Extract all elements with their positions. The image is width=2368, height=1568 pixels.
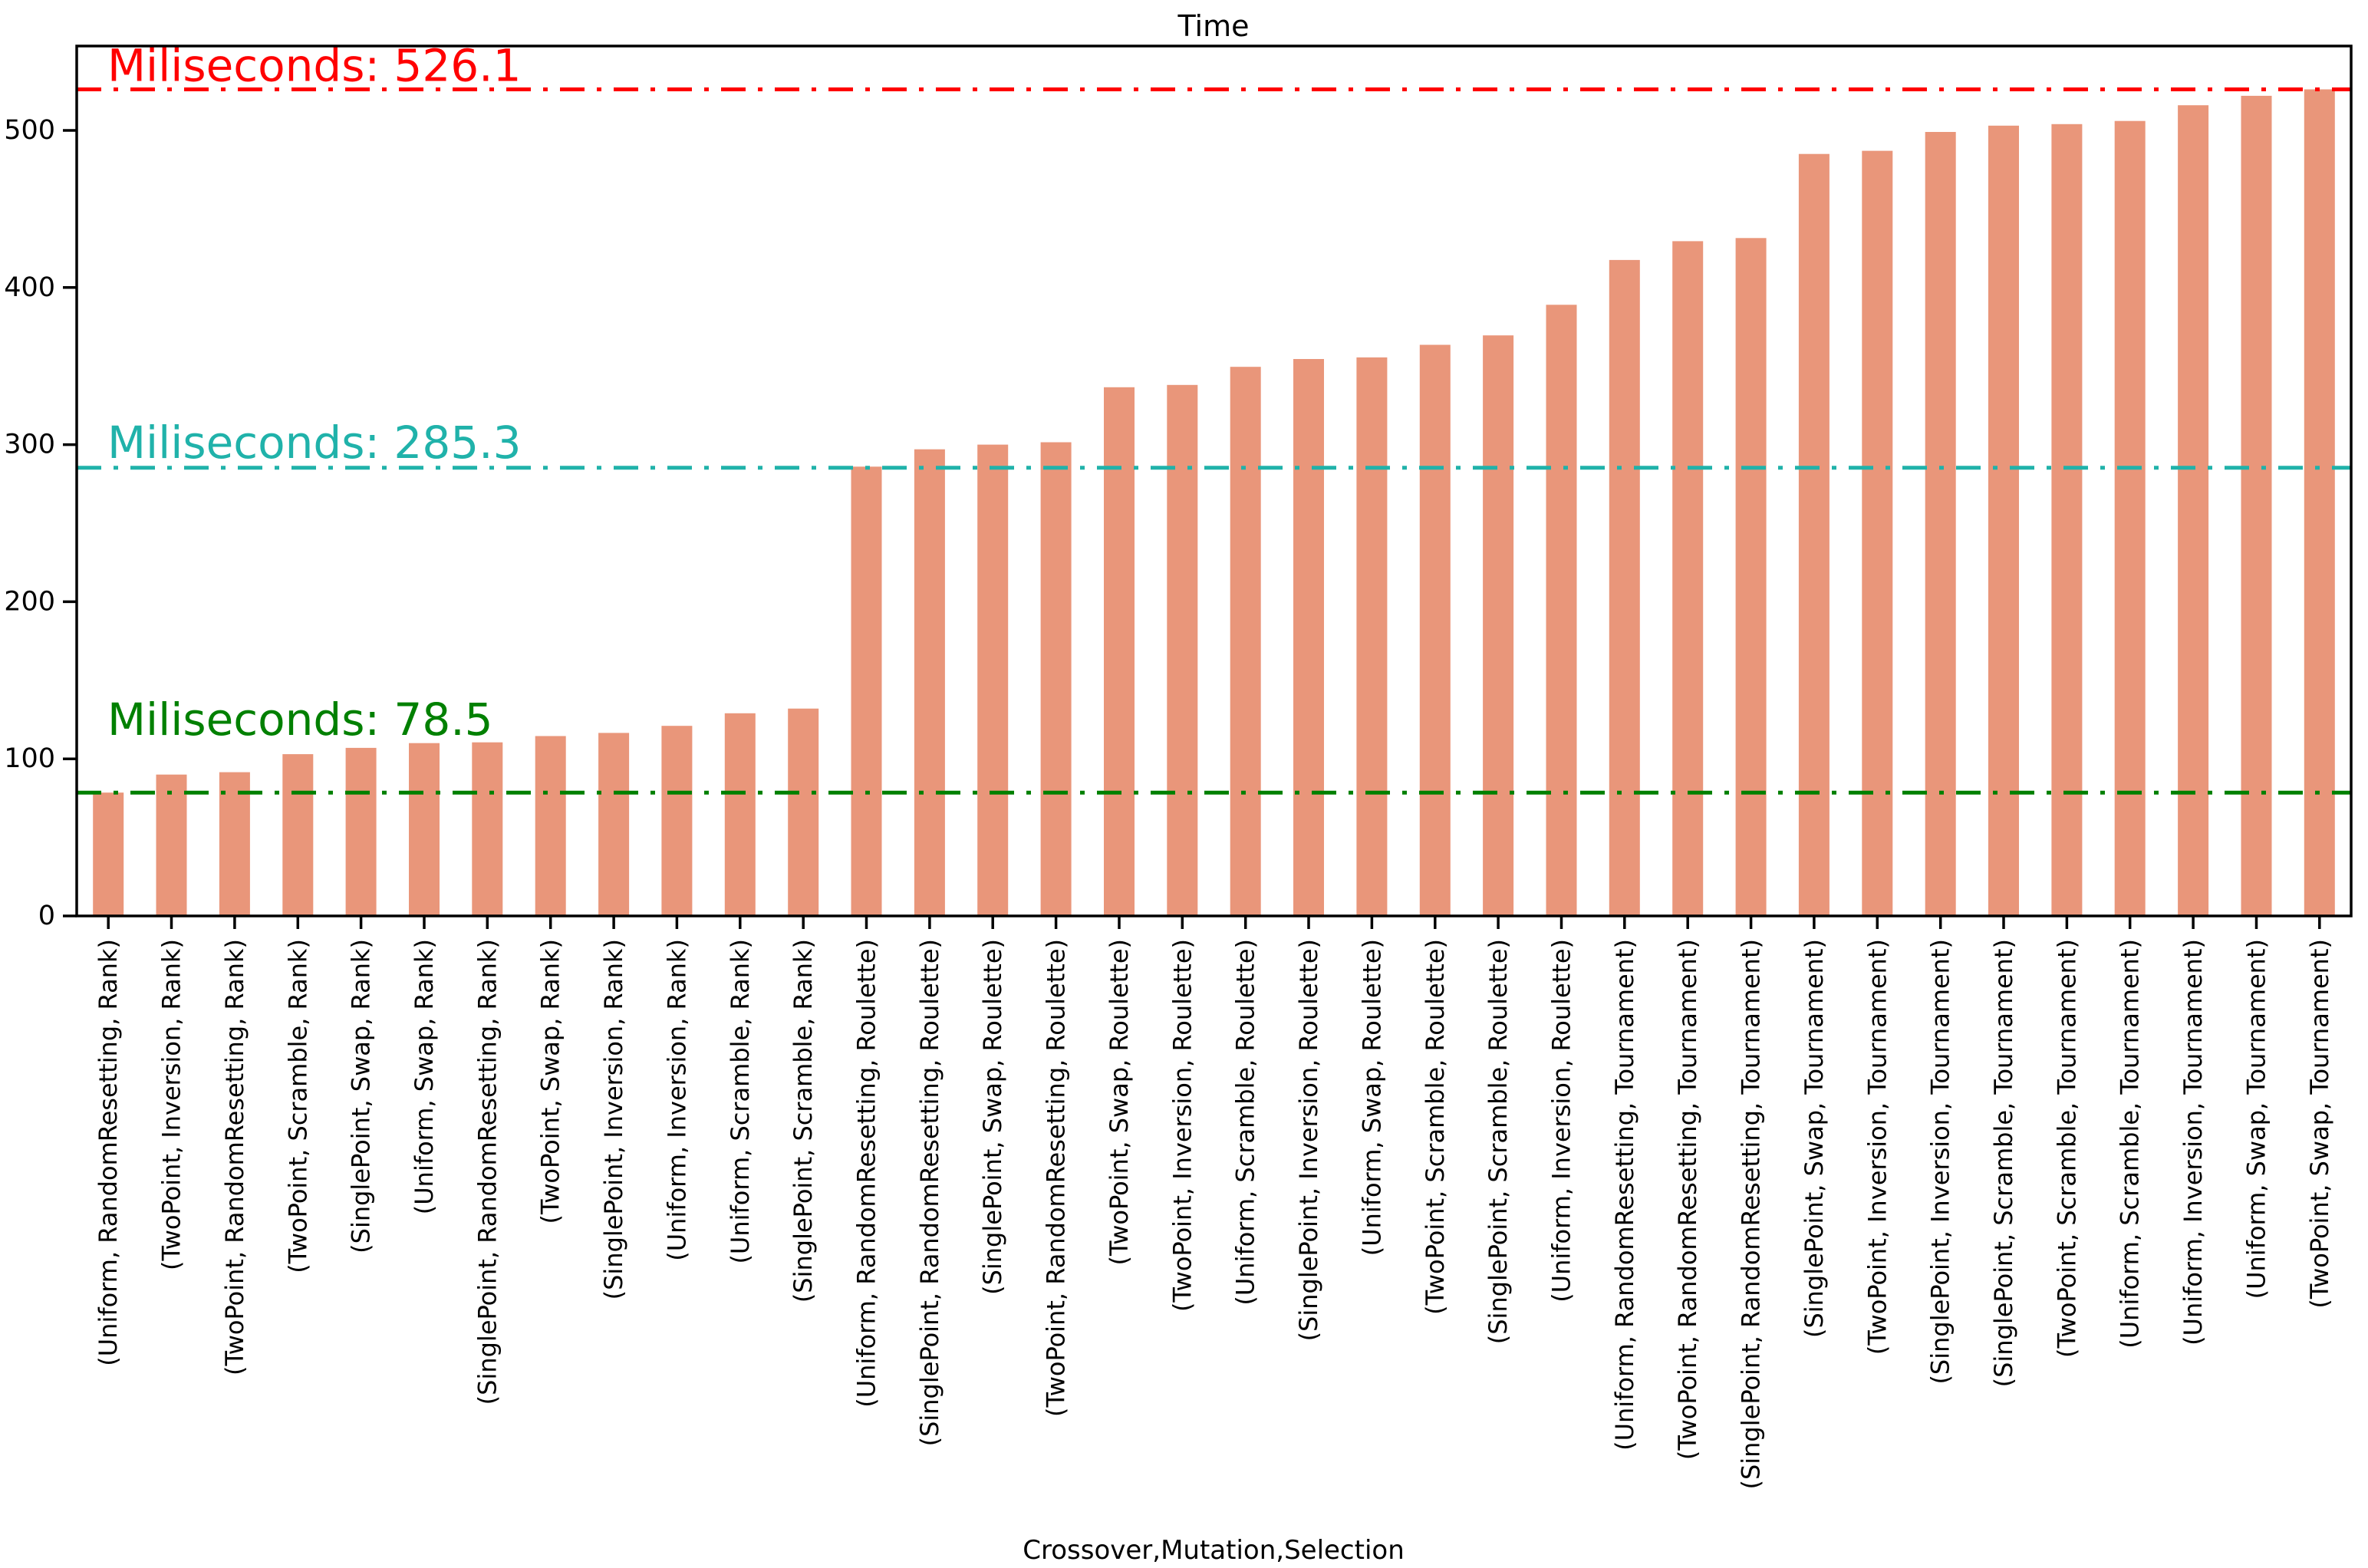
bar: [1546, 305, 1577, 916]
x-tick-label: (SinglePoint, Scramble, Tournament): [1989, 939, 2018, 1387]
x-tick-label: (TwoPoint, Inversion, Tournament): [1862, 939, 1892, 1355]
y-tick-label: 500: [4, 115, 55, 146]
bar: [788, 708, 819, 916]
x-tick-label: (Uniform, Swap, Tournament): [2242, 939, 2271, 1299]
chart-title: Time: [1177, 9, 1250, 43]
bar: [1293, 359, 1324, 916]
y-tick-label: 0: [38, 901, 55, 931]
y-tick-label: 400: [4, 272, 55, 303]
x-tick-label: (SinglePoint, Scramble, Rank): [789, 939, 818, 1303]
bar: [409, 743, 440, 916]
x-tick-label: (SinglePoint, Swap, Tournament): [1800, 939, 1829, 1338]
x-tick-label: (TwoPoint, Scramble, Tournament): [2052, 939, 2081, 1358]
bar: [2114, 120, 2146, 917]
x-tick-label: (TwoPoint, RandomResetting, Tournament): [1673, 939, 1702, 1460]
bar: [977, 444, 1009, 916]
bar: [1798, 153, 1830, 916]
x-tick-label: (TwoPoint, Scramble, Rank): [283, 939, 312, 1273]
x-tick-label: (Uniform, Inversion, Tournament): [2179, 939, 2208, 1346]
bar: [1925, 132, 1956, 916]
bar: [472, 742, 503, 916]
bar: [914, 449, 945, 916]
bar: [1672, 241, 1704, 916]
bar: [2051, 124, 2083, 916]
x-tick-label: (TwoPoint, Swap, Rank): [536, 939, 565, 1224]
x-tick-label: (SinglePoint, RandomResetting, Roulette): [915, 939, 944, 1446]
bar: [93, 792, 124, 916]
x-tick-label: (TwoPoint, Inversion, Rank): [157, 939, 186, 1270]
x-tick-label: (Uniform, Inversion, Roulette): [1547, 939, 1576, 1303]
bar: [1040, 442, 1072, 916]
bar: [598, 733, 630, 916]
x-tick-label: (SinglePoint, Inversion, Rank): [599, 939, 628, 1300]
x-tick-label: (SinglePoint, Swap, Rank): [347, 939, 376, 1253]
bar: [661, 726, 693, 916]
bar: [1104, 387, 1135, 916]
x-tick-label: (Uniform, Scramble, Tournament): [2116, 939, 2145, 1349]
bar: [1483, 335, 1514, 916]
x-tick-label: (TwoPoint, RandomResetting, Rank): [220, 939, 249, 1375]
x-tick-label: (SinglePoint, Swap, Roulette): [978, 939, 1007, 1295]
bar: [1419, 344, 1451, 916]
bar: [1609, 259, 1640, 916]
y-tick-label: 300: [4, 430, 55, 460]
bar: [2304, 89, 2335, 916]
x-tick-label: (Uniform, Scramble, Roulette): [1231, 939, 1260, 1306]
bar: [2241, 95, 2272, 916]
x-axis-label: Crossover,Mutation,Selection: [1023, 1535, 1405, 1566]
y-tick-label: 200: [4, 586, 55, 617]
annotation-label: Miliseconds: 526.1: [107, 40, 521, 92]
x-tick-label: (TwoPoint, Swap, Tournament): [2305, 939, 2334, 1309]
x-tick-label: (TwoPoint, Inversion, Roulette): [1168, 939, 1197, 1312]
bar: [1988, 125, 2019, 916]
bar: [219, 772, 250, 916]
bar: [1167, 384, 1198, 916]
bar: [1356, 357, 1388, 916]
x-tick-label: (Uniform, Scramble, Rank): [726, 939, 755, 1264]
x-tick-label: (TwoPoint, Swap, Roulette): [1105, 939, 1134, 1266]
bar: [156, 774, 187, 916]
plot-area: 0 100 200 300 400 500 (Uniform, RandomResettin…: [4, 40, 2353, 1490]
bar: [724, 713, 756, 916]
y-tick-label: 100: [4, 743, 55, 774]
x-tick-label: (Uniform, Inversion, Rank): [662, 939, 691, 1261]
x-tick-label: (TwoPoint, Scramble, Roulette): [1421, 939, 1450, 1315]
annotation-label: Miliseconds: 78.5: [107, 693, 493, 746]
x-tick-label: (Uniform, Swap, Roulette): [1357, 939, 1386, 1256]
bar: [2178, 105, 2209, 917]
bar: [1862, 150, 1893, 917]
x-tick-label: (SinglePoint, Inversion, Roulette): [1294, 939, 1323, 1341]
x-tick-label: (TwoPoint, RandomResetting, Roulette): [1042, 939, 1071, 1417]
x-tick-label: (SinglePoint, RandomResetting, Rank): [473, 939, 502, 1405]
x-tick-label: (Uniform, RandomResetting, Roulette): [852, 939, 881, 1408]
x-tick-label: (Uniform, Swap, Rank): [410, 939, 439, 1214]
bar: [851, 466, 882, 916]
bar: [345, 747, 377, 916]
bar: [282, 754, 314, 916]
annotation-label: Miliseconds: 285.3: [107, 417, 521, 469]
x-tick-label: (Uniform, RandomResetting, Rank): [94, 939, 123, 1366]
x-tick-label: (Uniform, RandomResetting, Tournament): [1610, 939, 1639, 1451]
axes-spines: [75, 44, 2353, 917]
x-tick-label: (SinglePoint, Scramble, Roulette): [1484, 939, 1513, 1344]
bar: [1230, 367, 1261, 916]
bar: [535, 736, 566, 916]
bar: [1735, 238, 1767, 916]
x-tick-label: (SinglePoint, Inversion, Tournament): [1926, 939, 1955, 1385]
x-tick-label: (SinglePoint, RandomResetting, Tournamen…: [1737, 939, 1766, 1490]
